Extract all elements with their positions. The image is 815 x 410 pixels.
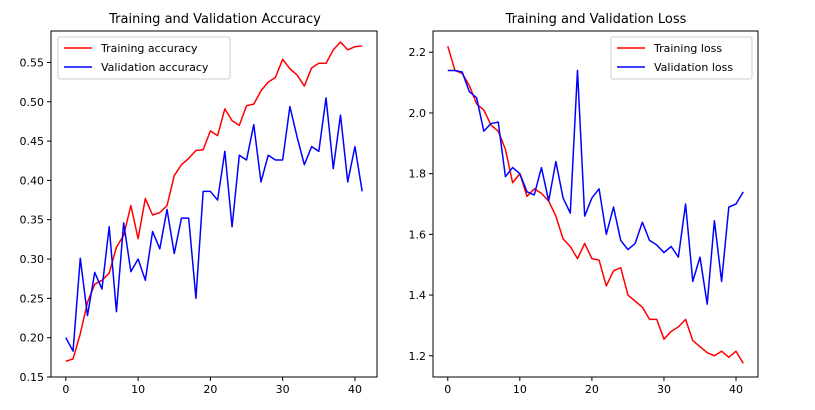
loss-axis-ticks: 0 10 20 30 40 1.2 1.4 1.6 1.8 2.0 2.2 [409, 46, 744, 396]
loss-x-tick-label: 40 [729, 383, 743, 396]
loss-x-tick-label: 10 [513, 383, 527, 396]
loss-x-tick-label: 30 [657, 383, 671, 396]
loss-y-tick-label: 2.0 [409, 107, 427, 120]
accuracy-plot-frame [50, 30, 378, 378]
loss-chart: Training and Validation Loss 0 10 20 30 40 1.… [409, 12, 759, 396]
accuracy-x-tick-label: 40 [348, 383, 362, 396]
validation-accuracy-legend-label: Validation accuracy [101, 61, 209, 74]
loss-x-tick-label: 0 [444, 383, 451, 396]
accuracy-y-tick-label: 0.35 [20, 214, 45, 227]
validation-loss-line [447, 69, 744, 305]
training-accuracy-legend-label: Training accuracy [100, 42, 198, 55]
loss-chart-title: Training and Validation Loss [505, 12, 687, 27]
accuracy-chart-title: Training and Validation Accuracy [108, 12, 321, 27]
accuracy-legend: Training accuracy Validation accuracy [57, 36, 231, 80]
loss-plot-frame [432, 30, 759, 378]
loss-x-tick-label: 20 [585, 383, 599, 396]
loss-y-tick-label: 2.2 [409, 46, 427, 59]
loss-legend: Training loss Validation loss [610, 36, 753, 80]
accuracy-legend-box [57, 36, 231, 80]
training-loss-legend-label: Training loss [653, 42, 722, 55]
loss-y-tick-label: 1.2 [409, 350, 427, 363]
accuracy-x-tick-label: 20 [203, 383, 217, 396]
loss-y-tick-label: 1.8 [409, 168, 427, 181]
accuracy-y-tick-label: 0.50 [20, 96, 45, 109]
accuracy-y-tick-label: 0.30 [20, 253, 45, 266]
loss-series-lines [447, 45, 744, 364]
accuracy-y-tick-label: 0.40 [20, 174, 45, 187]
accuracy-series-lines [65, 41, 363, 362]
accuracy-x-tick-label: 0 [62, 383, 69, 396]
accuracy-axis-ticks: 0 10 20 30 40 0.15 0.20 0.25 0.30 0.35 0.40 0.45 0.5… [20, 56, 362, 396]
accuracy-y-tick-label: 0.55 [20, 56, 45, 69]
loss-y-tick-label: 1.6 [409, 228, 427, 241]
accuracy-y-tick-label: 0.15 [20, 371, 45, 384]
accuracy-x-tick-label: 10 [131, 383, 145, 396]
accuracy-y-tick-label: 0.25 [20, 292, 45, 305]
accuracy-y-tick-label: 0.45 [20, 135, 45, 148]
accuracy-x-tick-label: 30 [276, 383, 290, 396]
validation-accuracy-line [65, 97, 363, 352]
accuracy-chart: Training and Validation Accuracy 0 10 20 30… [20, 12, 378, 396]
validation-loss-legend-label: Validation loss [654, 61, 733, 74]
loss-y-tick-label: 1.4 [409, 289, 427, 302]
loss-legend-box [610, 36, 753, 80]
training-accuracy-line [65, 41, 363, 362]
training-loss-line [447, 45, 744, 364]
accuracy-y-tick-label: 0.20 [20, 332, 45, 345]
